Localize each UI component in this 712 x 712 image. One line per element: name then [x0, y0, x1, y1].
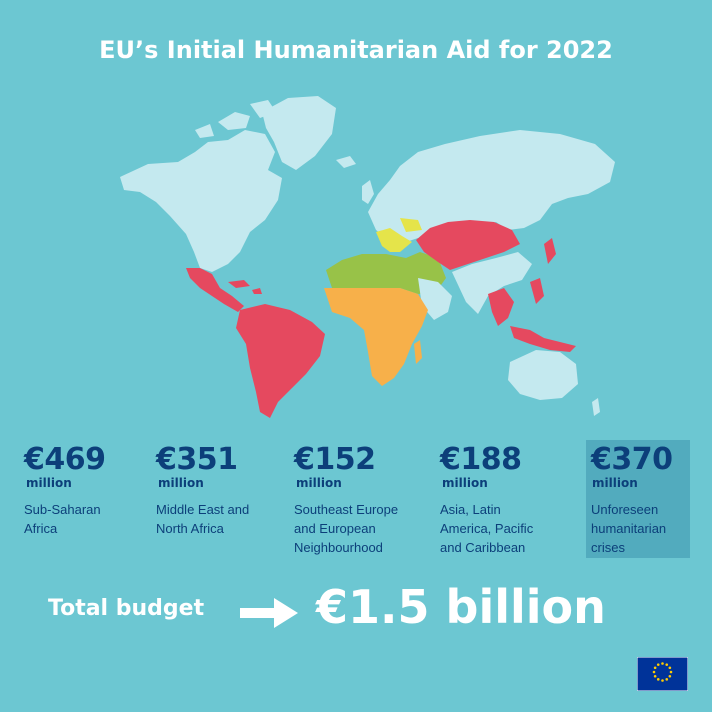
allocation-amount: €188 [440, 442, 522, 477]
allocation-unit: million [592, 476, 638, 490]
map-japan [544, 238, 556, 264]
allocation-amount: €469 [24, 442, 106, 477]
allocation-region: Unforeseen humanitarian crises [591, 502, 667, 555]
map-sub-saharan-africa [324, 288, 428, 386]
map-central-america [186, 268, 244, 312]
right-arrow-icon [240, 598, 298, 628]
allocation-region: Middle East and North Africa [156, 502, 250, 536]
allocation-unit: million [296, 476, 342, 490]
map-mena [326, 252, 446, 294]
map-iceland [336, 156, 356, 168]
total-budget-value: €1.5 billion [316, 580, 606, 634]
map-southeast-europe [376, 218, 422, 252]
allocation-card-southeast-europe: €152 million Southeast Europe and Europe… [294, 440, 424, 558]
map-australia [508, 350, 578, 400]
map-south-asia [452, 252, 532, 314]
world-map [120, 96, 615, 418]
map-southeast-asia [488, 278, 576, 352]
total-budget-label: Total budget [48, 596, 205, 621]
map-greenland [262, 96, 336, 170]
allocation-amount: €370 [591, 442, 673, 477]
allocation-unit: million [442, 476, 488, 490]
page-title: EU’s Initial Humanitarian Aid for 2022 [99, 36, 613, 64]
allocation-unit: million [158, 476, 204, 490]
map-eurasia-north [368, 130, 615, 244]
eu-flag-icon [637, 657, 688, 691]
allocation-unit: million [26, 476, 72, 490]
map-new-zealand [592, 398, 600, 416]
map-asia-red [416, 220, 520, 270]
map-madagascar [414, 340, 422, 364]
map-south-america [236, 304, 325, 418]
map-uk [362, 180, 374, 204]
allocation-amount: €152 [294, 442, 376, 477]
map-caribbean [228, 280, 262, 294]
allocation-amount: €351 [156, 442, 238, 477]
allocation-region: Southeast Europe and European Neighbourh… [294, 502, 399, 555]
map-north-america [120, 130, 282, 272]
allocation-region: Asia, Latin America, Pacific and Caribbe… [440, 502, 534, 555]
allocation-card-unforeseen-crises: €370 million Unforeseen humanitarian cri… [586, 440, 690, 558]
allocation-card-asia-latam-pacific: €188 million Asia, Latin America, Pacifi… [440, 440, 570, 558]
allocation-card-sub-saharan-africa: €469 million Sub-Saharan Africa [24, 440, 144, 558]
allocation-card-mena: €351 million Middle East and North Afric… [156, 440, 276, 558]
allocation-region: Sub-Saharan Africa [24, 502, 101, 536]
map-arctic-islands [195, 100, 276, 138]
